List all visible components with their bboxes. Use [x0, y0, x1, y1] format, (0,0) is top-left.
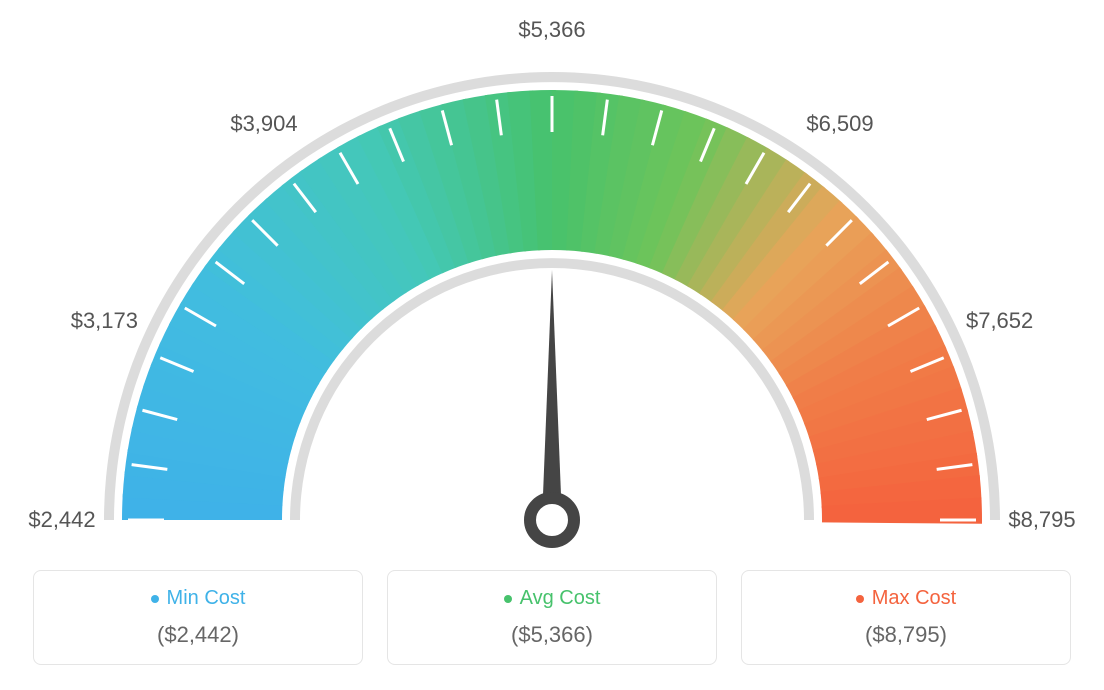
gauge-chart: $2,442 $3,173 $3,904 $5,366 $6,509 $7,652 $8,7…	[20, 20, 1084, 560]
legend-card: Max Cost ($8,795)	[741, 570, 1071, 665]
legend-card: Avg Cost ($5,366)	[387, 570, 717, 665]
legend-card: Min Cost ($2,442)	[33, 570, 363, 665]
gauge-tick-label: $5,366	[518, 17, 585, 43]
gauge-tick-label: $3,904	[230, 111, 297, 137]
gauge-needle-hub	[530, 498, 574, 542]
legend-label-text: Max Cost	[872, 587, 956, 610]
legend-label-text: Avg Cost	[520, 587, 601, 610]
legend-label: Avg Cost	[408, 587, 696, 610]
legend-value: ($2,442)	[54, 622, 342, 648]
gauge-tick-label: $2,442	[28, 507, 95, 533]
legend-dot-icon	[504, 595, 512, 603]
gauge-needle	[542, 270, 562, 520]
gauge-tick-label: $8,795	[1008, 507, 1075, 533]
legend-label: Min Cost	[54, 587, 342, 610]
gauge-svg	[20, 20, 1084, 560]
legend-dot-icon	[151, 595, 159, 603]
legend-row: Min Cost ($2,442) Avg Cost ($5,366) Max Cost…	[20, 570, 1084, 665]
gauge-tick-label: $3,173	[71, 308, 138, 334]
legend-label: Max Cost	[762, 587, 1050, 610]
gauge-tick-label: $6,509	[806, 111, 873, 137]
legend-value: ($5,366)	[408, 622, 696, 648]
legend-dot-icon	[856, 595, 864, 603]
legend-label-text: Min Cost	[167, 587, 246, 610]
gauge-tick-label: $7,652	[966, 308, 1033, 334]
legend-value: ($8,795)	[762, 622, 1050, 648]
